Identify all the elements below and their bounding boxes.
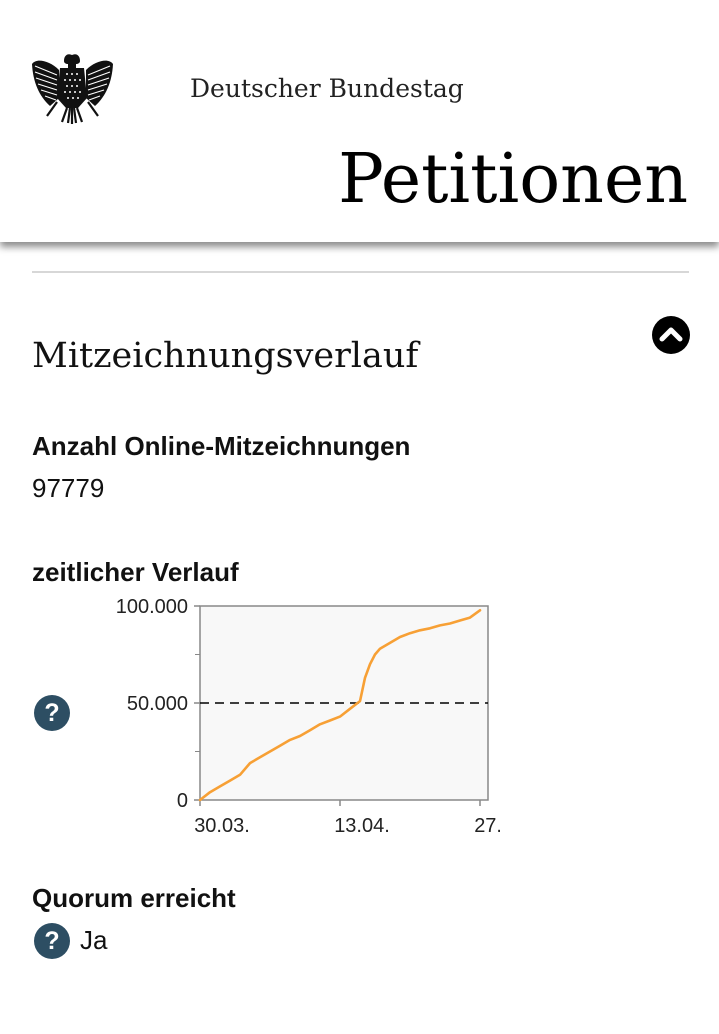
x-tick-label: 30.03. [194,815,250,837]
federal-eagle-logo [32,54,113,124]
quorum-label: Quorum erreicht [32,883,236,913]
y-tick-label: 50.000 [127,693,188,715]
help-icon[interactable]: ? [34,923,70,959]
signature-series-line [198,608,482,802]
online-signatures-label: Anzahl Online-Mitzeichnungen [32,431,411,461]
site-brand-title[interactable]: Petitionen [338,140,688,219]
x-tick-label: 27.04. [474,815,500,837]
section-divider [32,271,689,273]
collapse-section-button[interactable] [652,316,690,354]
institution-name: Deutscher Bundestag [190,74,464,103]
x-tick-label: 13.04. [334,815,390,837]
y-tick-label: 100.000 [116,596,188,618]
quorum-value: Ja [80,925,108,955]
y-tick-label: 0 [177,790,188,812]
online-signatures-count: 97779 [32,473,105,503]
site-header: Deutscher Bundestag Petitionen [0,0,719,242]
chevron-up-icon [659,327,683,342]
section-title: Mitzeichnungsverlauf [32,336,419,376]
signature-timeline-chart: 0 50.000 100.000 30.03. 13.04. 27.04. [116,596,500,837]
timeline-label: zeitlicher Verlauf [32,557,239,587]
help-icon[interactable]: ? [34,695,70,731]
